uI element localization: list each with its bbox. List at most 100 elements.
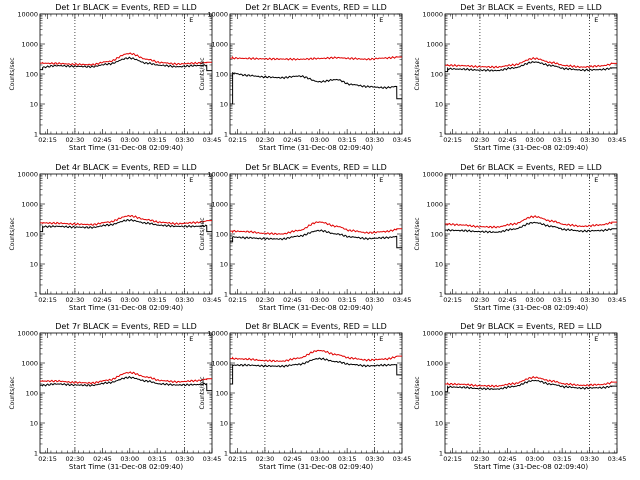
y-tick-label: 100: [431, 70, 443, 78]
x-tick-label: 02:15: [38, 455, 57, 463]
event-marker-label: E: [594, 176, 598, 184]
y-axis-label: Counts/sec: [199, 376, 206, 409]
series-line-lld: [230, 221, 402, 236]
panel-title: Det 8r BLACK = Events, RED = LLD: [245, 322, 387, 331]
x-tick-label: 03:00: [120, 136, 139, 144]
y-tick-label: 100: [26, 389, 38, 397]
y-axis-label: Counts/sec: [9, 57, 16, 90]
y-tick-label: 1: [34, 290, 38, 298]
detector-panel-1: Det 1r BLACK = Events, RED = LLD 1 10 100 10…: [9, 3, 221, 152]
x-tick-label: 02:15: [443, 455, 462, 463]
x-tick-label: 03:15: [553, 136, 572, 144]
y-axis-label: Counts/sec: [9, 376, 16, 409]
y-tick-label: 100: [216, 389, 228, 397]
y-tick-label: 1000: [211, 359, 228, 367]
x-tick-label: 03:15: [338, 296, 357, 304]
panel-title: Det 7r BLACK = Events, RED = LLD: [55, 322, 197, 331]
x-tick-label: 02:30: [256, 136, 275, 144]
y-tick-label: 1: [224, 449, 228, 457]
x-axis-label: Start Time (31-Dec-08 02:09:40): [69, 304, 183, 312]
y-tick-label: 1000: [426, 40, 443, 48]
x-tick-label: 02:45: [283, 455, 302, 463]
x-tick-label: 02:45: [93, 136, 112, 144]
series-line-lld: [40, 52, 212, 66]
panel-title: Det 2r BLACK = Events, RED = LLD: [245, 3, 387, 12]
series-line-events: [230, 229, 402, 249]
event-marker-label: E: [189, 176, 193, 184]
y-tick-label: 10000: [422, 170, 443, 178]
y-tick-label: 10000: [422, 329, 443, 337]
x-tick-label: 02:45: [498, 296, 517, 304]
x-tick-label: 03:45: [203, 136, 222, 144]
x-tick-label: 02:30: [471, 455, 490, 463]
y-tick-label: 10: [220, 260, 228, 268]
y-tick-label: 1: [439, 130, 443, 138]
series-line-lld: [40, 214, 212, 226]
series-line-lld: [40, 371, 212, 385]
plot-frame: [39, 173, 213, 295]
series-line-events: [445, 61, 617, 73]
detector-panel-9: Det 9r BLACK = Events, RED = LLD 1 10 100 10…: [414, 322, 626, 471]
series-line-events: [230, 71, 402, 105]
x-tick-label: 02:15: [443, 136, 462, 144]
x-tick-label: 03:15: [553, 455, 572, 463]
panel-title: Det 1r BLACK = Events, RED = LLD: [55, 3, 197, 12]
y-tick-label: 10000: [422, 10, 443, 18]
y-tick-label: 1: [224, 130, 228, 138]
detector-panel-4: Det 4r BLACK = Events, RED = LLD 1 10 100 10…: [9, 163, 221, 312]
series-line-events: [445, 221, 617, 234]
detector-panel-7: Det 7r BLACK = Events, RED = LLD 1 10 100 10…: [9, 322, 221, 471]
x-tick-label: 03:30: [365, 455, 384, 463]
plot-frame: [444, 173, 618, 295]
x-axis-label: Start Time (31-Dec-08 02:09:40): [69, 463, 183, 471]
series-line-events: [40, 375, 212, 392]
x-tick-label: 03:45: [393, 136, 412, 144]
x-tick-label: 02:30: [471, 136, 490, 144]
event-marker-label: E: [594, 16, 598, 24]
series-line-lld: [230, 55, 402, 61]
x-tick-label: 03:00: [120, 455, 139, 463]
y-axis-label: Counts/sec: [414, 376, 421, 409]
x-tick-label: 03:30: [365, 136, 384, 144]
y-tick-label: 100: [216, 230, 228, 238]
x-tick-label: 02:15: [228, 455, 247, 463]
y-tick-label: 1: [224, 290, 228, 298]
x-tick-label: 03:30: [175, 455, 194, 463]
x-tick-label: 03:45: [393, 296, 412, 304]
x-tick-label: 03:15: [148, 136, 167, 144]
x-tick-label: 02:30: [66, 136, 85, 144]
y-tick-label: 10000: [207, 329, 228, 337]
series-line-events: [445, 379, 617, 393]
x-tick-label: 03:00: [310, 296, 329, 304]
x-tick-label: 03:45: [608, 296, 627, 304]
y-tick-label: 100: [26, 70, 38, 78]
y-tick-label: 10: [30, 419, 38, 427]
panel-title: Det 9r BLACK = Events, RED = LLD: [460, 322, 602, 331]
y-axis-label: Counts/sec: [414, 57, 421, 90]
x-tick-label: 03:15: [553, 296, 572, 304]
series-line-lld: [230, 349, 402, 363]
y-tick-label: 10000: [17, 329, 38, 337]
event-marker-label: E: [379, 335, 383, 343]
event-marker-label: E: [189, 335, 193, 343]
x-tick-label: 02:15: [38, 136, 57, 144]
x-axis-label: Start Time (31-Dec-08 02:09:40): [474, 304, 588, 312]
x-tick-label: 02:15: [38, 296, 57, 304]
plot-frame: [444, 13, 618, 135]
y-tick-label: 1: [439, 449, 443, 457]
series-line-lld: [445, 215, 617, 229]
y-axis-label: Counts/sec: [414, 217, 421, 250]
x-tick-label: 03:00: [310, 455, 329, 463]
plot-frame: [229, 173, 403, 295]
x-tick-label: 03:00: [525, 136, 544, 144]
x-tick-label: 03:30: [580, 296, 599, 304]
x-tick-label: 03:15: [148, 455, 167, 463]
x-tick-label: 03:45: [203, 455, 222, 463]
panel-title: Det 6r BLACK = Events, RED = LLD: [460, 163, 602, 172]
x-tick-label: 03:15: [148, 296, 167, 304]
series-line-lld: [445, 375, 617, 388]
x-axis-label: Start Time (31-Dec-08 02:09:40): [69, 144, 183, 152]
x-tick-label: 02:15: [443, 296, 462, 304]
series-line-events: [40, 218, 212, 233]
